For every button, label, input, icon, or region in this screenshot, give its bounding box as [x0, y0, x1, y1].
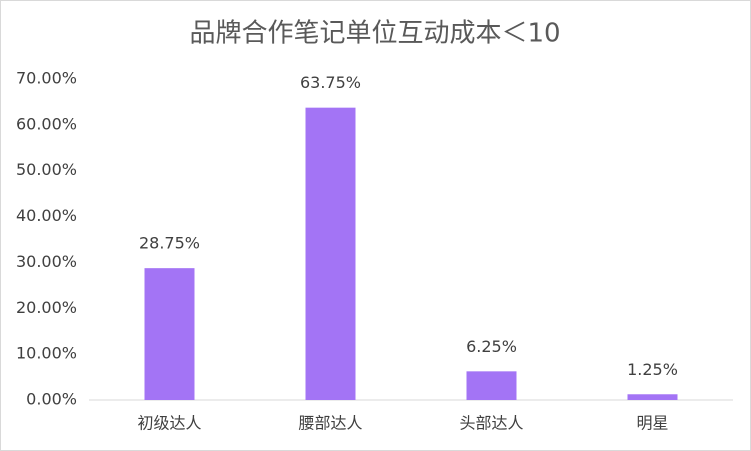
y-tick-label: 50.00% — [16, 160, 77, 179]
bar — [305, 107, 356, 401]
x-tick-label: 腰部达人 — [298, 414, 362, 433]
y-tick-label: 0.00% — [26, 390, 77, 409]
y-tick-label: 70.00% — [16, 69, 77, 88]
y-tick-label: 10.00% — [16, 344, 77, 363]
x-tick-label: 头部达人 — [459, 414, 523, 433]
x-tick-label: 明星 — [636, 414, 668, 433]
bar — [627, 394, 678, 400]
bar — [466, 371, 517, 400]
y-tick-label: 30.00% — [16, 252, 77, 271]
data-label: 63.75% — [300, 73, 361, 92]
bar — [144, 268, 195, 400]
data-label: 6.25% — [466, 337, 517, 356]
chart-title: 品牌合作笔记单位互动成本＜10 — [189, 19, 560, 49]
data-label: 1.25% — [627, 360, 678, 379]
y-tick-label: 60.00% — [16, 114, 77, 133]
x-tick-label: 初级达人 — [137, 414, 201, 433]
data-label: 28.75% — [139, 234, 200, 253]
y-tick-label: 20.00% — [16, 298, 77, 317]
y-tick-label: 40.00% — [16, 206, 77, 225]
